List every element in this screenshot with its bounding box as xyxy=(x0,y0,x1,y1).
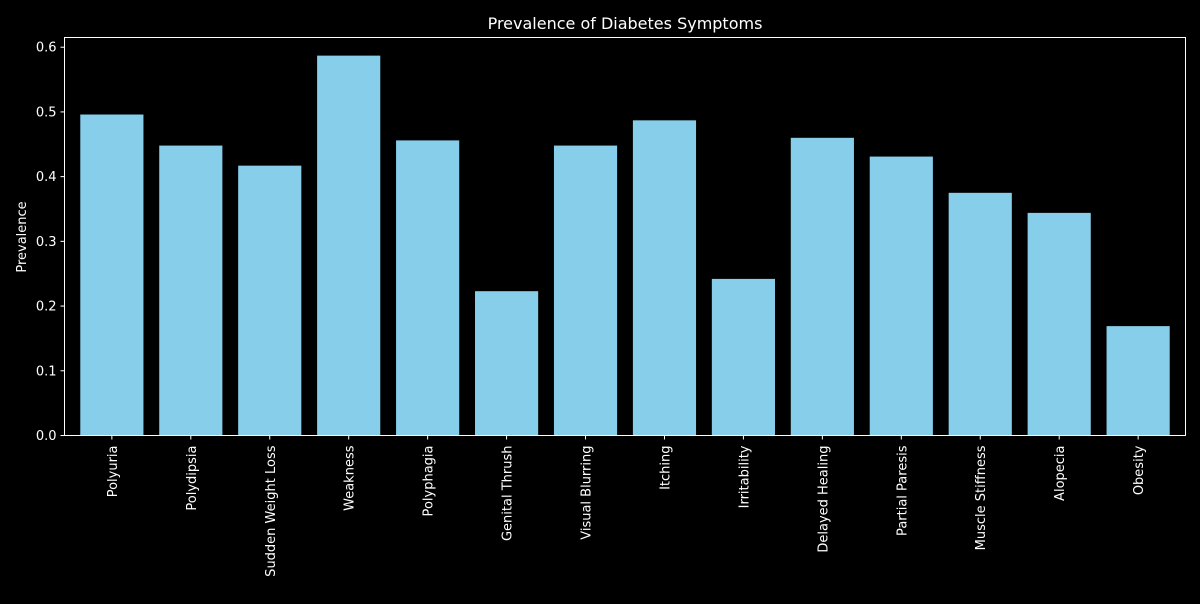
x-tick-label-delayed-healing: Delayed Healing xyxy=(816,446,831,553)
x-tick-label-polyphagia: Polyphagia xyxy=(422,446,437,517)
y-ticks-group: 0.0 0.1 0.2 0.3 0.4 0.5 0.6 xyxy=(36,41,65,444)
y-tick-label: 0.1 xyxy=(36,364,57,379)
x-tick-label-muscle-stiffness: Muscle Stiffness xyxy=(974,445,989,550)
x-ticks-group: Polyuria Polydipsia Sudden Weight Loss Weak… xyxy=(106,435,1147,577)
x-tick-label-itching: Itching xyxy=(658,446,673,490)
x-tick-label-visual-blurring: Visual Blurring xyxy=(580,446,595,540)
x-tick-label-alopecia: Alopecia xyxy=(1053,446,1068,501)
y-tick-label: 0.3 xyxy=(36,235,57,250)
bar-polyphagia xyxy=(396,140,460,436)
y-tick-label: 0.6 xyxy=(36,41,57,56)
bar-itching xyxy=(632,120,697,436)
bar-irritability xyxy=(711,278,775,436)
x-tick-label-obesity: Obesity xyxy=(1132,445,1147,495)
x-tick-label-polydipsia: Polydipsia xyxy=(185,446,200,511)
bar-polyuria xyxy=(80,114,144,436)
bar-visual-blurring xyxy=(553,145,618,436)
x-tick-label-sudden-weight-loss: Sudden Weight Loss xyxy=(264,445,279,577)
bar-genital-thrush xyxy=(475,291,539,436)
y-tick-label: 0.4 xyxy=(36,170,57,185)
bar-muscle-stiffness xyxy=(948,192,1012,436)
x-tick-label-weakness: Weakness xyxy=(343,445,358,511)
bar-alopecia xyxy=(1027,212,1091,436)
bar-partial-paresis xyxy=(869,156,933,436)
bar-sudden-weight-loss xyxy=(238,165,302,436)
bar-obesity xyxy=(1106,326,1170,436)
x-tick-label-genital-thrush: Genital Thrush xyxy=(501,446,516,542)
bars-group xyxy=(80,55,1170,436)
x-tick-label-irritability: Irritability xyxy=(737,445,752,508)
y-axis-label: Prevalence xyxy=(15,201,30,272)
chart-title: Prevalence of Diabetes Symptoms xyxy=(488,14,763,33)
plot-frame xyxy=(64,37,1186,436)
y-tick-label: 0.0 xyxy=(36,429,57,444)
y-tick-label: 0.5 xyxy=(36,105,57,120)
x-tick-label-polyuria: Polyuria xyxy=(106,446,121,498)
bar-polydipsia xyxy=(159,145,223,436)
x-tick-label-partial-paresis: Partial Paresis xyxy=(895,445,910,536)
y-tick-label: 0.2 xyxy=(36,300,57,315)
bar-delayed-healing xyxy=(790,137,854,436)
bar-weakness xyxy=(317,55,381,436)
